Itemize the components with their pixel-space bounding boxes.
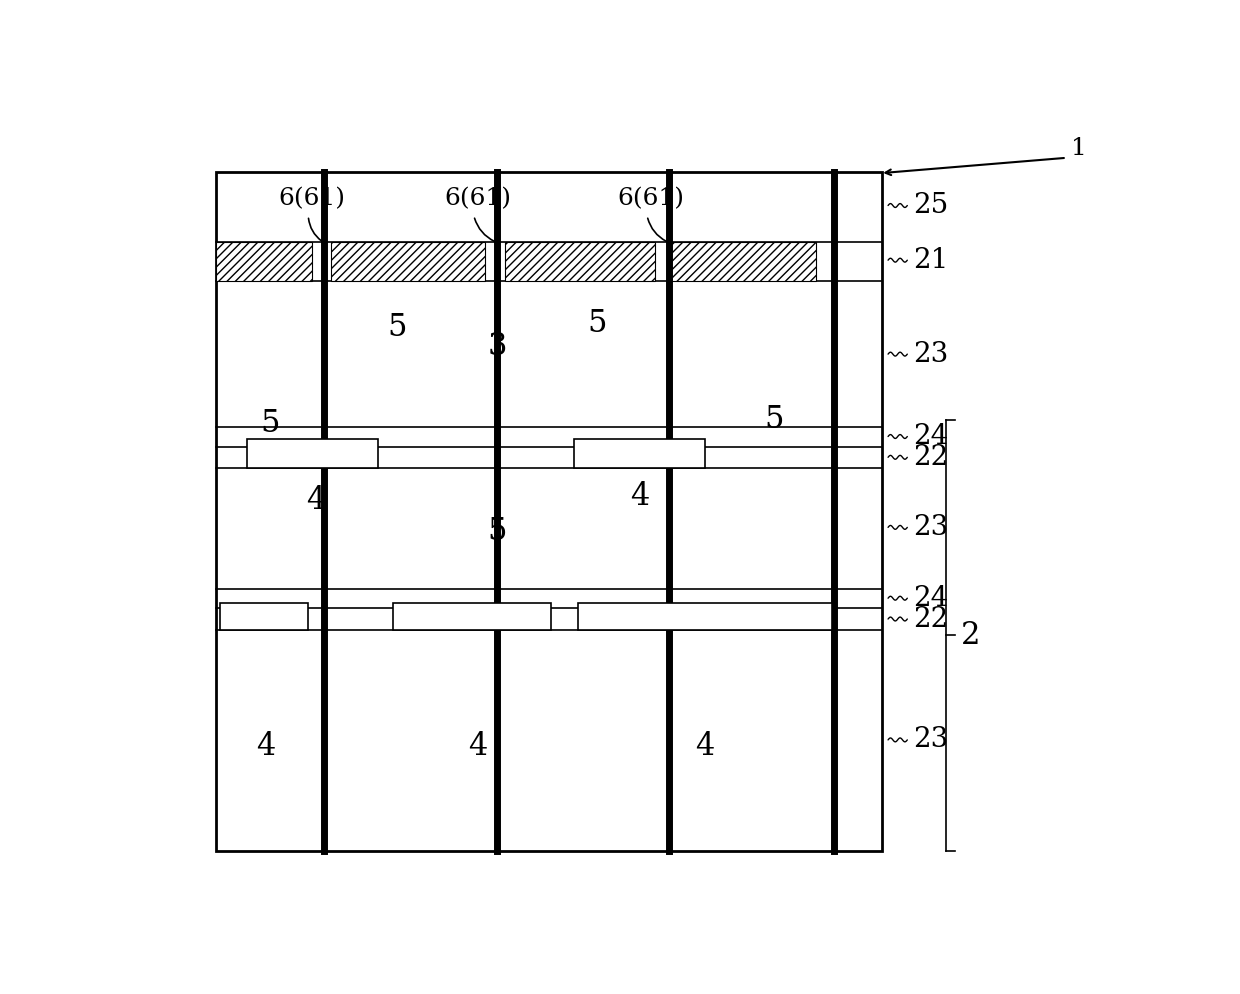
Text: 4: 4 [630, 481, 649, 512]
Text: 2: 2 [961, 619, 981, 651]
Text: 5: 5 [260, 408, 279, 439]
Bar [331, 243, 485, 281]
Text: 24: 24 [913, 584, 947, 611]
Text: 4: 4 [696, 732, 714, 762]
Text: 5: 5 [764, 405, 784, 435]
Text: 21: 21 [913, 247, 949, 273]
Text: 24: 24 [913, 423, 947, 450]
Text: 4: 4 [306, 485, 326, 516]
Text: 6(61): 6(61) [618, 187, 684, 210]
Text: 3: 3 [487, 331, 507, 362]
Text: 22: 22 [913, 605, 947, 632]
Bar [247, 438, 377, 468]
Text: 5: 5 [387, 312, 407, 343]
Text: 25: 25 [913, 192, 947, 219]
Bar [505, 243, 655, 281]
Bar [216, 243, 312, 281]
Text: 23: 23 [913, 341, 947, 368]
Bar [574, 438, 704, 468]
Bar [216, 172, 882, 851]
Bar [219, 602, 309, 630]
Bar [578, 602, 832, 630]
Text: 6(61): 6(61) [444, 187, 511, 210]
Text: 5: 5 [588, 308, 606, 339]
Text: 23: 23 [913, 514, 947, 541]
Text: 4: 4 [467, 732, 487, 762]
Text: 5: 5 [487, 516, 507, 547]
Text: 1: 1 [1070, 137, 1086, 160]
Bar [670, 243, 816, 281]
Text: 4: 4 [257, 732, 275, 762]
Text: 22: 22 [913, 443, 947, 471]
Text: 23: 23 [913, 727, 947, 753]
Text: 6(61): 6(61) [279, 187, 346, 210]
Bar [393, 602, 551, 630]
